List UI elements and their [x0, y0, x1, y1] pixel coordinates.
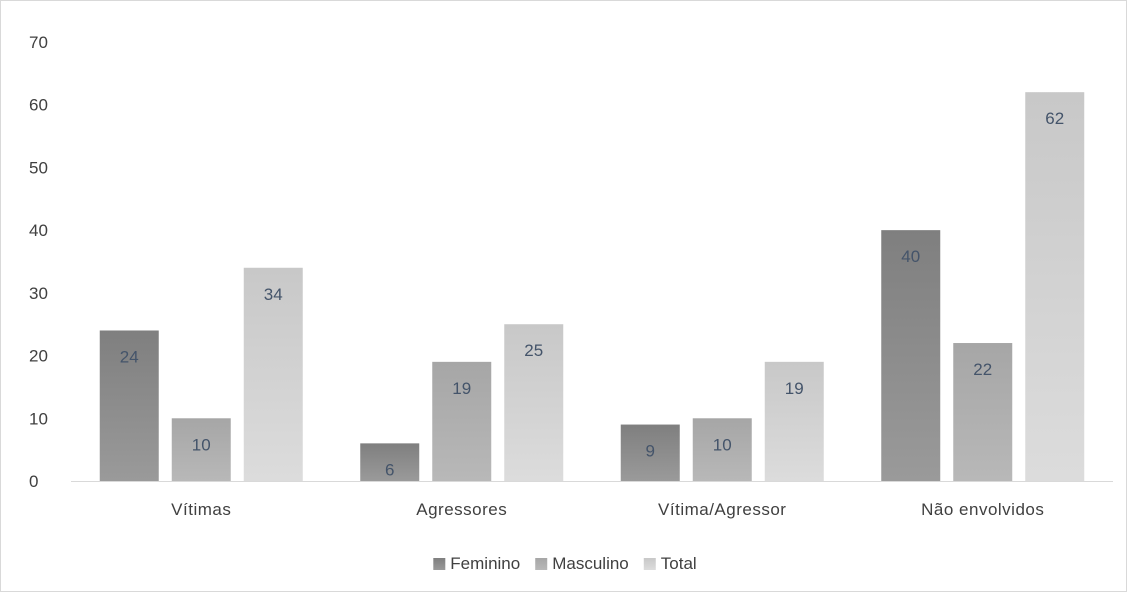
data-label: 10 — [192, 435, 211, 454]
legend-swatch — [433, 558, 446, 570]
category-label: Agressores — [416, 500, 507, 519]
bars: 24 10 34 6 19 25 9 10 19 40 22 62 — [99, 92, 1085, 482]
legend-label: Total — [661, 554, 697, 573]
y-tick-label: 70 — [29, 33, 48, 52]
bar-feminino-2 — [620, 424, 680, 481]
legend-swatch — [535, 558, 548, 570]
bar-feminino-1 — [360, 443, 420, 481]
y-tick-label: 10 — [29, 409, 48, 428]
data-label: 40 — [901, 247, 920, 266]
data-label: 22 — [973, 360, 992, 379]
bar-masculino-2 — [692, 418, 752, 481]
data-label: 19 — [785, 379, 804, 398]
data-label: 6 — [385, 460, 394, 479]
y-tick-label: 60 — [29, 96, 48, 115]
data-label: 62 — [1045, 109, 1064, 128]
category-label: Não envolvidos — [921, 500, 1044, 519]
data-label: 9 — [646, 442, 655, 461]
category-label: Vítimas — [171, 500, 231, 519]
bar-total-1 — [504, 324, 564, 481]
legend-label: Feminino — [450, 554, 520, 573]
y-tick-label: 20 — [29, 347, 48, 366]
legend: Feminino Masculino Total — [433, 554, 697, 573]
data-label: 19 — [452, 379, 471, 398]
y-tick-label: 40 — [29, 221, 48, 240]
bar-feminino-3 — [881, 230, 941, 481]
y-tick-label: 50 — [29, 158, 48, 177]
y-tick-label: 30 — [29, 284, 48, 303]
category-labels: Vítimas Agressores Vítima/Agressor Não envo… — [171, 500, 1044, 519]
data-label: 34 — [264, 285, 283, 304]
bar-total-0 — [243, 267, 303, 481]
data-label: 24 — [120, 347, 139, 366]
bar-masculino-1 — [432, 361, 492, 481]
y-axis-ticks: 0 10 20 30 40 50 60 70 — [29, 33, 48, 491]
legend-swatch — [643, 558, 656, 570]
y-tick-label: 0 — [29, 472, 38, 491]
data-label: 10 — [713, 435, 732, 454]
category-label: Vítima/Agressor — [658, 500, 786, 519]
data-label: 25 — [524, 341, 543, 360]
bar-masculino-0 — [171, 418, 231, 481]
bar-feminino-0 — [99, 330, 159, 481]
legend-label: Masculino — [552, 554, 629, 573]
bar-total-2 — [764, 361, 824, 481]
bar-total-3 — [1025, 92, 1085, 482]
bar-masculino-3 — [953, 343, 1013, 481]
